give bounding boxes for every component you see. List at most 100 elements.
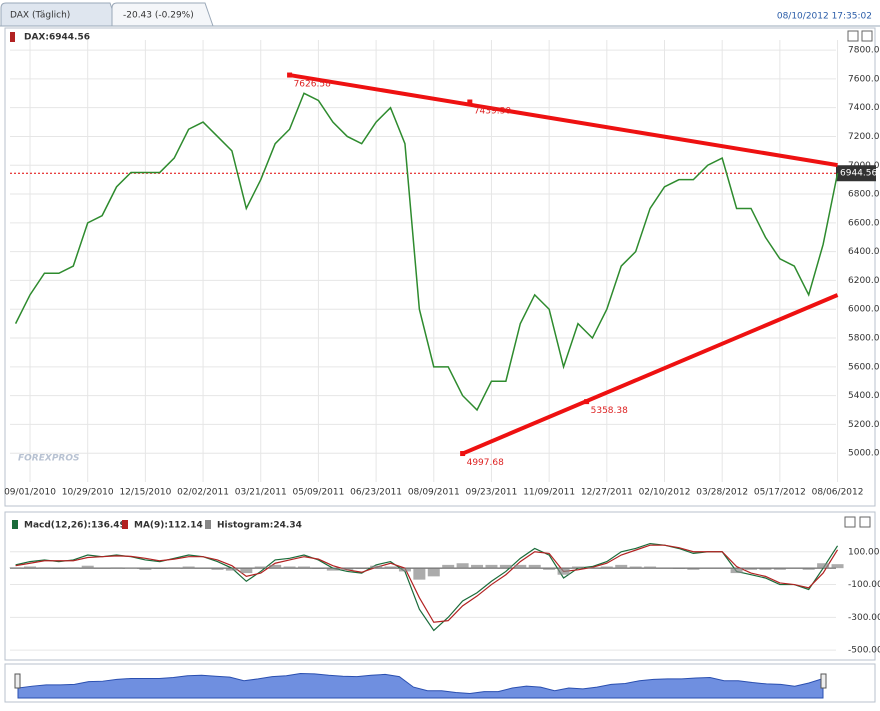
y-tick-label: 6400.00 <box>848 247 880 257</box>
histogram-bar <box>601 567 613 569</box>
minimize-button[interactable] <box>845 517 855 527</box>
timestamp: 08/10/2012 17:35:02 <box>777 12 872 22</box>
histogram-bar <box>24 567 36 569</box>
legend-label: MA(9):112.14 <box>134 521 203 531</box>
histogram-bar <box>312 568 324 569</box>
histogram-bar <box>586 567 598 568</box>
y-tick-label: 6600.00 <box>848 218 880 228</box>
legend-swatch <box>10 32 15 42</box>
histogram-bar <box>759 568 771 570</box>
y-tick-label: 6800.00 <box>848 190 880 200</box>
histogram-bar <box>38 567 50 568</box>
x-tick-label: 08/09/2011 <box>408 488 460 498</box>
y-tick-label: -300.00 <box>848 613 880 623</box>
watermark: FOREXPROS <box>18 454 79 464</box>
x-tick-label: 03/28/2012 <box>696 488 748 498</box>
symbol: DAX (Täglich) <box>10 11 70 21</box>
x-tick-label: 12/15/2010 <box>119 488 171 498</box>
x-tick-label: 05/09/2011 <box>292 488 344 498</box>
annotation-point <box>460 451 465 456</box>
y-tick-label: 5800.00 <box>848 334 880 344</box>
legend-swatch <box>205 520 211 529</box>
histogram-bar <box>832 564 844 568</box>
range-handle[interactable] <box>15 674 20 688</box>
histogram-bar <box>803 568 815 570</box>
histogram-bar <box>154 568 166 569</box>
histogram-bar <box>413 568 425 579</box>
histogram-bar <box>240 568 252 573</box>
histogram-bar <box>485 565 497 568</box>
legend-label: DAX:6944.56 <box>24 33 90 43</box>
x-tick-label: 03/21/2011 <box>235 488 287 498</box>
histogram-bar <box>558 568 570 575</box>
y-tick-label: 100.00 <box>848 547 880 557</box>
annotation: 7439.30 <box>474 107 511 117</box>
close-button[interactable] <box>860 517 870 527</box>
histogram-bar <box>442 565 454 568</box>
histogram-bar <box>471 565 483 568</box>
histogram-bar <box>399 568 411 571</box>
y-tick-label: 5400.00 <box>848 391 880 401</box>
x-tick-label: 09/23/2011 <box>466 488 518 498</box>
y-tick-label: 7600.00 <box>848 74 880 84</box>
annotation-point <box>467 100 472 105</box>
legend-swatch <box>12 520 18 529</box>
histogram-bar <box>370 566 382 568</box>
x-tick-label: 02/10/2012 <box>639 488 691 498</box>
y-tick-label: -100.00 <box>848 580 880 590</box>
x-tick-label: 12/27/2011 <box>581 488 633 498</box>
annotation: 7626.58 <box>294 80 331 90</box>
last-price-label: 6944.56 <box>840 169 877 179</box>
histogram-bar <box>327 568 339 570</box>
legend-label: Macd(12,26):136.49 <box>24 521 126 531</box>
histogram-bar <box>543 568 555 570</box>
y-tick-label: 7200.00 <box>848 132 880 142</box>
histogram-bar <box>745 568 757 570</box>
x-tick-label: 10/29/2010 <box>62 488 114 498</box>
x-tick-label: 02/02/2011 <box>177 488 229 498</box>
histogram-bar <box>82 566 94 568</box>
x-tick-label: 08/06/2012 <box>812 488 864 498</box>
histogram-bar <box>385 567 397 569</box>
histogram-bar <box>226 568 238 570</box>
histogram-bar <box>514 565 526 568</box>
histogram-bar <box>673 568 685 569</box>
maximize-button[interactable] <box>862 31 872 41</box>
legend-label: Histogram:24.34 <box>217 521 302 531</box>
histogram-bar <box>255 567 267 569</box>
x-tick-label: 05/17/2012 <box>754 488 806 498</box>
x-tick-label: 09/01/2010 <box>4 488 56 498</box>
histogram-bar <box>269 565 281 568</box>
histogram-bar <box>428 568 440 576</box>
histogram-bar <box>630 567 642 569</box>
histogram-bar <box>341 568 353 570</box>
histogram-bar <box>111 567 123 568</box>
histogram-bar <box>731 568 743 573</box>
annotation-point <box>287 73 292 78</box>
histogram-bar <box>500 565 512 568</box>
histogram-bar <box>817 563 829 568</box>
histogram-bar <box>644 567 656 569</box>
y-tick-label: 6200.00 <box>848 276 880 286</box>
histogram-bar <box>139 568 151 570</box>
annotation: 4997.68 <box>467 458 504 468</box>
histogram-bar <box>298 567 310 569</box>
y-tick-label: 7800.00 <box>848 46 880 56</box>
minimize-button[interactable] <box>848 31 858 41</box>
legend-swatch <box>122 520 128 529</box>
annotation: 5358.38 <box>591 406 628 416</box>
annotation-point <box>584 399 589 404</box>
histogram-bar <box>168 567 180 568</box>
histogram-bar <box>284 567 296 569</box>
histogram-bar <box>572 567 584 569</box>
histogram-bar <box>774 568 786 570</box>
histogram-bar <box>67 567 79 568</box>
y-tick-label: 6000.00 <box>848 305 880 315</box>
y-tick-label: 5000.00 <box>848 449 880 459</box>
range-handle[interactable] <box>821 674 826 688</box>
y-tick-label: -500.00 <box>848 646 880 656</box>
histogram-bar <box>183 567 195 569</box>
y-tick-label: 5600.00 <box>848 362 880 372</box>
